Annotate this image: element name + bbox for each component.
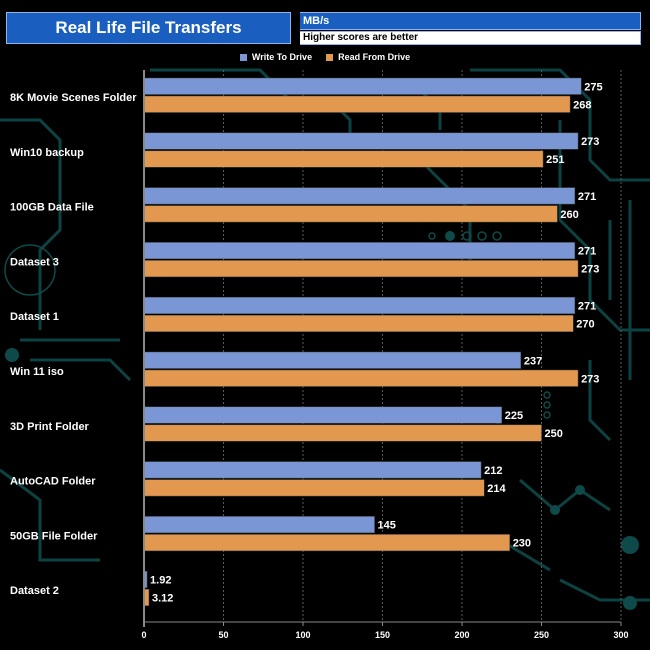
legend-label-read: Read From Drive [338, 52, 411, 62]
legend-item-read: Read From Drive [326, 50, 410, 64]
unit-label: MB/s [297, 12, 641, 30]
write-bar [143, 132, 579, 150]
write-value-label: 271 [578, 191, 596, 203]
write-value-label: 271 [578, 300, 596, 312]
read-bar [143, 479, 485, 497]
read-bar [143, 205, 558, 223]
x-tick-label: 0 [141, 630, 146, 640]
category-label: AutoCAD Folder [10, 476, 96, 488]
write-bar [143, 461, 482, 479]
read-value-label: 273 [581, 264, 599, 276]
read-value-label: 268 [573, 99, 591, 111]
write-value-label: 271 [578, 246, 596, 258]
write-bar [143, 516, 375, 534]
read-value-label: 260 [560, 209, 578, 221]
category-label: Win 11 iso [10, 366, 64, 378]
write-value-label: 1.92 [150, 574, 171, 586]
legend-swatch-write [239, 53, 247, 61]
read-bar [143, 424, 542, 442]
category-label: 3D Print Folder [10, 421, 90, 433]
x-tick-label: 150 [375, 630, 390, 640]
write-value-label: 237 [524, 355, 542, 367]
x-tick-label: 100 [295, 630, 310, 640]
read-value-label: 214 [487, 483, 506, 495]
category-label: Dataset 1 [10, 311, 59, 323]
read-value-label: 251 [546, 154, 564, 166]
category-label: 50GB File Folder [10, 530, 98, 542]
read-bar [143, 534, 510, 552]
header-divider [297, 12, 300, 45]
read-value-label: 270 [576, 318, 594, 330]
category-label: Dataset 2 [10, 585, 59, 597]
read-value-label: 273 [581, 373, 599, 385]
write-value-label: 273 [581, 136, 599, 148]
x-tick-label: 50 [218, 630, 228, 640]
read-bar [143, 150, 544, 168]
write-bar [143, 296, 576, 314]
write-bar [143, 77, 582, 95]
category-label: Win10 backup [10, 147, 84, 159]
read-bar [143, 95, 571, 113]
legend: Write To Drive Read From Drive [0, 50, 650, 64]
write-bar [143, 406, 502, 424]
write-bar [143, 351, 522, 369]
read-value-label: 230 [513, 538, 531, 550]
write-value-label: 275 [584, 81, 602, 93]
x-tick-label: 250 [534, 630, 549, 640]
legend-label-write: Write To Drive [251, 52, 313, 62]
read-bar [143, 260, 579, 278]
read-value-label: 3.12 [152, 592, 173, 604]
write-bar [143, 242, 576, 260]
legend-item-write: Write To Drive [239, 50, 313, 64]
x-tick-label: 300 [613, 630, 628, 640]
category-label: 8K Movie Scenes Folder [10, 92, 137, 104]
category-label: 100GB Data File [10, 202, 94, 214]
x-tick-label: 200 [454, 630, 469, 640]
write-bar [143, 187, 576, 205]
read-bar [143, 314, 574, 332]
write-value-label: 212 [484, 465, 502, 477]
read-value-label: 250 [545, 428, 563, 440]
read-bar [143, 369, 579, 387]
legend-swatch-read [326, 53, 334, 61]
category-label: Dataset 3 [10, 256, 59, 268]
chart-title: Real Life File Transfers [6, 12, 291, 44]
write-value-label: 145 [378, 520, 396, 532]
write-value-label: 225 [505, 410, 523, 422]
